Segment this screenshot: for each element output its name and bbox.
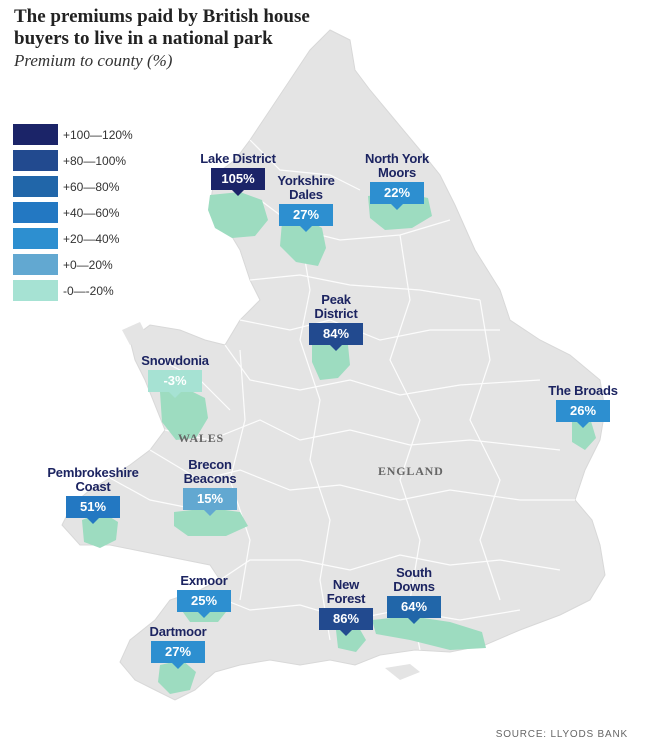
- legend-swatch: [13, 124, 58, 145]
- park-area-snowdonia: [160, 388, 208, 440]
- map-subtitle: Premium to county (%): [14, 51, 173, 70]
- legend-item: +60—80%: [13, 176, 133, 197]
- callout-south-downs: South Downs 64%: [374, 565, 454, 624]
- callout-exmoor: Exmoor 25%: [164, 573, 244, 618]
- legend-swatch: [13, 150, 58, 171]
- callout-brecon-beacons: Brecon Beacons 15%: [170, 457, 250, 516]
- callout-dartmoor: Dartmoor 27%: [136, 624, 220, 669]
- legend-label: -0—-20%: [63, 283, 114, 298]
- premium-value: 86%: [319, 608, 373, 636]
- park-name: North York Moors: [365, 151, 429, 180]
- park-name: Peak District: [314, 292, 358, 321]
- park-area-dartmoor: [158, 660, 196, 694]
- anglesey: [122, 322, 148, 345]
- legend-item: +40—60%: [13, 202, 133, 223]
- callout-pembrokeshire-coast: Pembrokeshire Coast 51%: [38, 465, 148, 524]
- park-name: New Forest: [326, 577, 366, 606]
- park-area-brecon-beacons: [174, 508, 248, 536]
- legend-item: +20—40%: [13, 228, 133, 249]
- callout-snowdonia: Snowdonia -3%: [130, 353, 220, 398]
- isle-of-wight: [385, 664, 420, 680]
- legend: +100—120% +80—100% +60—80% +40—60% +20—4…: [13, 124, 133, 306]
- park-name: Snowdonia: [141, 353, 209, 368]
- legend-label: +80—100%: [63, 153, 127, 168]
- legend-item: +80—100%: [13, 150, 133, 171]
- legend-label: +20—40%: [63, 231, 120, 246]
- legend-swatch: [13, 176, 58, 197]
- legend-label: +0—20%: [63, 257, 113, 272]
- park-name: The Broads: [548, 383, 618, 398]
- park-name: Lake District: [200, 151, 276, 166]
- premium-value: 27%: [279, 204, 333, 232]
- park-name: Yorkshire Dales: [277, 173, 335, 202]
- legend-swatch: [13, 280, 58, 301]
- park-area-lake-district: [208, 192, 268, 238]
- map-title: The premiums paid by British house buyer…: [14, 6, 310, 49]
- premium-value: 84%: [309, 323, 363, 351]
- legend-item: +100—120%: [13, 124, 133, 145]
- premium-value: 15%: [183, 488, 237, 516]
- callout-new-forest: New Forest 86%: [306, 577, 386, 636]
- callout-north-york-moors: North York Moors 22%: [352, 151, 442, 210]
- park-name: Dartmoor: [149, 624, 207, 639]
- legend-item: +0—20%: [13, 254, 133, 275]
- premium-value: 26%: [556, 400, 610, 428]
- park-name: Exmoor: [180, 573, 228, 588]
- premium-value: 51%: [66, 496, 120, 524]
- county-borders: [109, 139, 575, 651]
- callout-lake-district: Lake District 105%: [190, 151, 286, 196]
- region-label-england: ENGLAND: [378, 464, 444, 478]
- legend-item: -0—-20%: [13, 280, 133, 301]
- legend-label: +60—80%: [63, 179, 120, 194]
- park-area-south-downs: [372, 616, 486, 650]
- park-area-yorkshire-dales: [280, 218, 326, 266]
- legend-swatch: [13, 254, 58, 275]
- callout-yorkshire-dales: Yorkshire Dales 27%: [266, 173, 346, 232]
- premium-value: 105%: [211, 168, 265, 196]
- premium-value: 22%: [370, 182, 424, 210]
- legend-label: +100—120%: [63, 127, 133, 142]
- legend-label: +40—60%: [63, 205, 120, 220]
- legend-swatch: [13, 228, 58, 249]
- callout-the-broads: The Broads 26%: [538, 383, 628, 428]
- region-label-wales: WALES: [178, 431, 225, 445]
- legend-swatch: [13, 202, 58, 223]
- park-name: South Downs: [393, 565, 435, 594]
- park-name: Pembrokeshire Coast: [47, 465, 139, 494]
- premium-value: 64%: [387, 596, 441, 624]
- header: The premiums paid by British house buyer…: [14, 6, 344, 71]
- park-name: Brecon Beacons: [183, 457, 237, 486]
- premium-value: 27%: [151, 641, 205, 669]
- callout-peak-district: Peak District 84%: [296, 292, 376, 351]
- premium-value: -3%: [148, 370, 202, 398]
- source-note: SOURCE: LLYODS BANK: [495, 729, 628, 740]
- premium-value: 25%: [177, 590, 231, 618]
